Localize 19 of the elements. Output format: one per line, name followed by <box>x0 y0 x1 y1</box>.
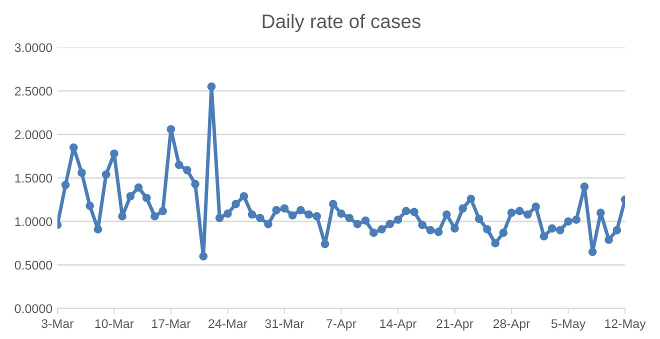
chart-title: Daily rate of cases <box>262 14 420 32</box>
x-tick-label: 3-Mar <box>42 319 74 328</box>
x-tick-label: 7-Apr <box>326 319 356 331</box>
x-tick-label: 31-Mar <box>265 319 304 328</box>
y-tick-label: 0.0000 <box>14 304 52 314</box>
y-tick-label: 1.0000 <box>15 217 52 226</box>
y-tick-label: 0.5000 <box>14 260 52 270</box>
x-tick-label: 28-Apr <box>493 319 530 331</box>
x-tick-label: 21-Apr <box>436 319 474 331</box>
x-tick-label: 24-Mar <box>208 319 248 328</box>
x-tick-label: 12-May <box>605 319 646 331</box>
x-tick-label: 10-Mar <box>95 319 134 328</box>
x-tick-label: 14-Apr <box>380 319 417 331</box>
y-tick-label: 1.5000 <box>15 174 52 183</box>
x-tick-label: 5-May <box>551 319 586 331</box>
y-tick-label: 2.5000 <box>14 86 52 96</box>
y-tick-label: 3.0000 <box>14 43 52 52</box>
y-tick-label: 2.0000 <box>14 130 52 140</box>
x-tick-label: 17-Mar <box>152 319 191 328</box>
